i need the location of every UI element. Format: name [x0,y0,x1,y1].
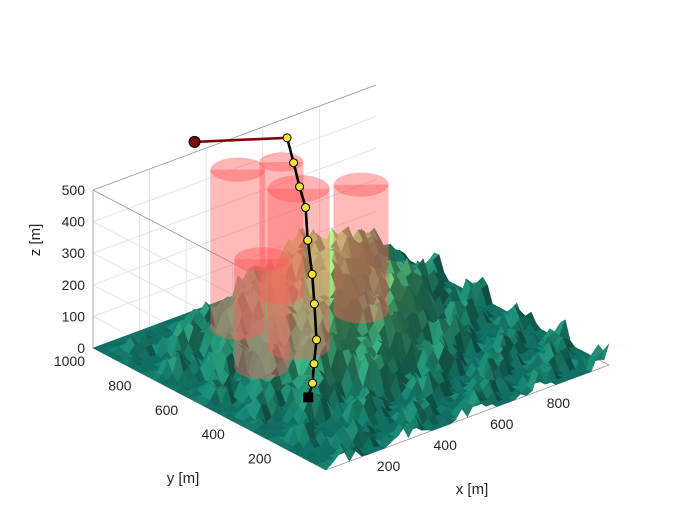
z-tick-label: 500 [62,182,86,198]
y-tick-label: 600 [155,402,179,418]
x-tick-label: 200 [377,458,401,474]
threat-body [210,169,266,340]
threat-cylinder [333,172,389,324]
threat-top [234,247,290,272]
start-marker [303,392,314,403]
y-tick-label: 400 [201,426,225,442]
grid-wall-z2 [92,147,377,254]
z-tick-label: 100 [62,308,86,324]
waypoint-marker [289,158,299,168]
x-tick-label: 600 [490,416,514,432]
threat-body [259,161,304,305]
waypoint-marker [312,335,322,345]
waypoint-marker [309,299,319,309]
waypoint-marker [282,133,292,143]
threat-body [234,259,290,379]
box-edge [92,84,377,191]
waypoint-marker [295,182,305,192]
z-tick-label: 300 [62,245,86,261]
z-tick-label: 200 [62,277,86,293]
goal-marker [188,135,201,148]
y-tick-label: 800 [108,377,132,393]
y-axis-label: y [m] [167,470,200,487]
terrain-surface [92,225,610,471]
grid-wall-z2 [92,116,377,222]
x-axis-label: x [m] [456,481,489,498]
path-final-leg [194,136,288,144]
terrain-patch [598,343,610,361]
threat-cylinder [210,157,266,340]
z-tick-label: 400 [62,214,86,230]
x-tick-label: 400 [434,437,458,453]
waypoint-marker [309,359,319,369]
threat-body [333,184,389,324]
x-tick-label: 800 [547,395,571,411]
waypoint-marker [303,235,313,245]
waypoint-marker [301,203,311,213]
threat-cylinder [234,247,290,379]
flight-path [188,133,322,403]
z-tick-label: 0 [77,340,85,356]
waypoint-marker [308,378,318,388]
y-tick-label: 1000 [54,353,85,369]
y-tick-label: 200 [248,451,272,467]
threat-top [210,157,266,182]
z-axis-label: z [m] [27,224,44,257]
waypoint-marker [307,269,317,279]
grid-wall-z2 [92,179,377,286]
threat-top [333,172,389,197]
